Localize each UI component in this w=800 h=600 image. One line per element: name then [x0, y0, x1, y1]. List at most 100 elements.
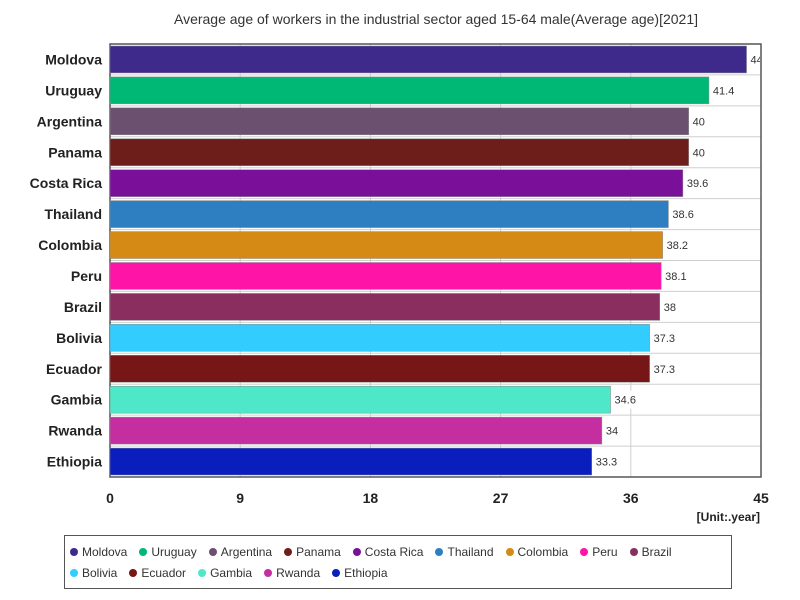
legend-item[interactable]: Panama [284, 541, 341, 562]
category-label: Bolivia [56, 330, 102, 346]
plot-frame [109, 43, 762, 478]
grid [109, 43, 762, 478]
legend-label: Panama [296, 544, 341, 559]
x-tick-label: 9 [236, 490, 244, 506]
legend-label: Brazil [641, 544, 672, 559]
bar-rwanda [109, 416, 603, 445]
data-label: 37.3 [651, 328, 678, 347]
data-label: 38.1 [663, 266, 689, 285]
legend-item[interactable]: Ethiopia [332, 562, 388, 583]
x-tick-label: 36 [623, 490, 639, 506]
data-label-bg [690, 112, 707, 131]
data-label-text: 37.3 [654, 333, 675, 345]
legend-dot-icon [505, 547, 514, 556]
category-label: Brazil [64, 299, 102, 315]
legend-dot-icon [264, 568, 273, 577]
data-label-bg [748, 50, 759, 69]
category-label: Argentina [37, 113, 103, 129]
data-label-text: 38 [664, 302, 676, 314]
legend-item[interactable]: Argentina [208, 541, 272, 562]
data-label: 38 [661, 297, 678, 316]
legend-item[interactable]: Peru [580, 541, 618, 562]
legend-item[interactable]: Thailand [435, 541, 494, 562]
legend-item[interactable]: Uruguay [139, 541, 197, 562]
x-tick-label: 18 [363, 490, 379, 506]
bar-gambia [109, 385, 611, 414]
legend-label: Colombia [517, 544, 569, 559]
data-label-text: 39.6 [687, 178, 708, 190]
data-label-bg [684, 174, 711, 193]
bar-brazil [109, 293, 660, 321]
legend-item[interactable]: Bolivia [70, 562, 117, 583]
legend-item[interactable]: Colombia [505, 541, 569, 562]
legend-item[interactable]: Rwanda [264, 562, 320, 583]
legend-dot-icon [284, 547, 293, 556]
category-label: Colombia [38, 237, 102, 253]
category-label: Gambia [51, 392, 103, 408]
legend-label: Peru [592, 544, 618, 559]
category-label: Costa Rica [30, 175, 103, 191]
legend-dot-icon [129, 568, 138, 577]
data-label-bg [593, 452, 620, 471]
data-label-bg [603, 421, 621, 440]
data-label-bg [661, 297, 678, 316]
category-label: Ecuador [46, 361, 103, 377]
data-label: 41.4 [710, 81, 737, 100]
data-label-bg [664, 236, 691, 255]
data-label-text: 34.6 [615, 395, 636, 407]
legend: Moldova Uruguay Argentina Panama Costa Rica T… [64, 535, 732, 589]
category-label: Rwanda [48, 423, 102, 439]
category-labels: Moldova Uruguay Argentina Panama Costa Rica T… [30, 51, 103, 469]
chart-title: Average age of workers in the industrial… [174, 11, 698, 27]
category-label: Panama [48, 144, 102, 160]
data-label: 34 [603, 421, 621, 440]
x-tick-label: 45 [753, 490, 769, 506]
bar-uruguay [109, 76, 710, 105]
x-tick-label: 27 [493, 490, 509, 506]
category-label: Ethiopia [47, 454, 102, 470]
legend-label: Bolivia [82, 565, 118, 580]
data-label-bg [663, 266, 689, 285]
legend-label: Costa Rica [364, 544, 424, 559]
legend-label: Rwanda [276, 565, 321, 580]
data-label: 44 [748, 50, 760, 69]
data-label-text: 33.3 [596, 457, 617, 469]
data-label-bg [690, 143, 707, 162]
legend-item[interactable]: Moldova [70, 541, 127, 562]
legend-dot-icon [580, 547, 589, 556]
x-tick-label: 0 [106, 490, 114, 506]
legend-label: Uruguay [151, 544, 197, 559]
data-label-text: 40 [693, 116, 705, 128]
legend-item[interactable]: Gambia [198, 562, 252, 583]
legend-item[interactable]: Costa Rica [352, 541, 424, 562]
data-label: 38.2 [664, 236, 691, 255]
bars [109, 45, 747, 476]
x-axis-ticks: 0 9 18 27 36 45 [106, 490, 769, 506]
legend-item[interactable]: Brazil [629, 541, 672, 562]
data-label-bg [612, 390, 638, 409]
category-label: Thailand [44, 206, 102, 222]
bar-thailand [109, 200, 669, 228]
bar-argentina [109, 107, 689, 136]
data-label-text: 34 [606, 426, 618, 438]
legend-label: Moldova [82, 544, 128, 559]
data-label: 37.3 [651, 359, 678, 378]
legend-dot-icon [70, 568, 78, 577]
category-label: Uruguay [45, 82, 102, 98]
data-label: 34.6 [612, 390, 638, 409]
legend-label: Gambia [210, 565, 253, 580]
data-label: 38.6 [670, 205, 696, 224]
data-label-text: 38.2 [667, 240, 688, 252]
data-label-bg [670, 205, 696, 224]
category-label: Moldova [45, 51, 102, 67]
data-label: 40 [690, 143, 707, 162]
data-label-text: 37.3 [654, 364, 675, 376]
legend-item[interactable]: Ecuador [129, 562, 186, 583]
data-label-text: 40 [693, 147, 705, 159]
category-label: Peru [71, 268, 102, 284]
bar-costa-rica [109, 169, 684, 197]
data-labels: 44 41.4 40 40 39.6 38.6 38.2 38.1 38 37.3 37.3 34.6… [593, 50, 760, 471]
data-label-bg [651, 328, 678, 347]
data-label-text: 38.6 [672, 209, 693, 221]
